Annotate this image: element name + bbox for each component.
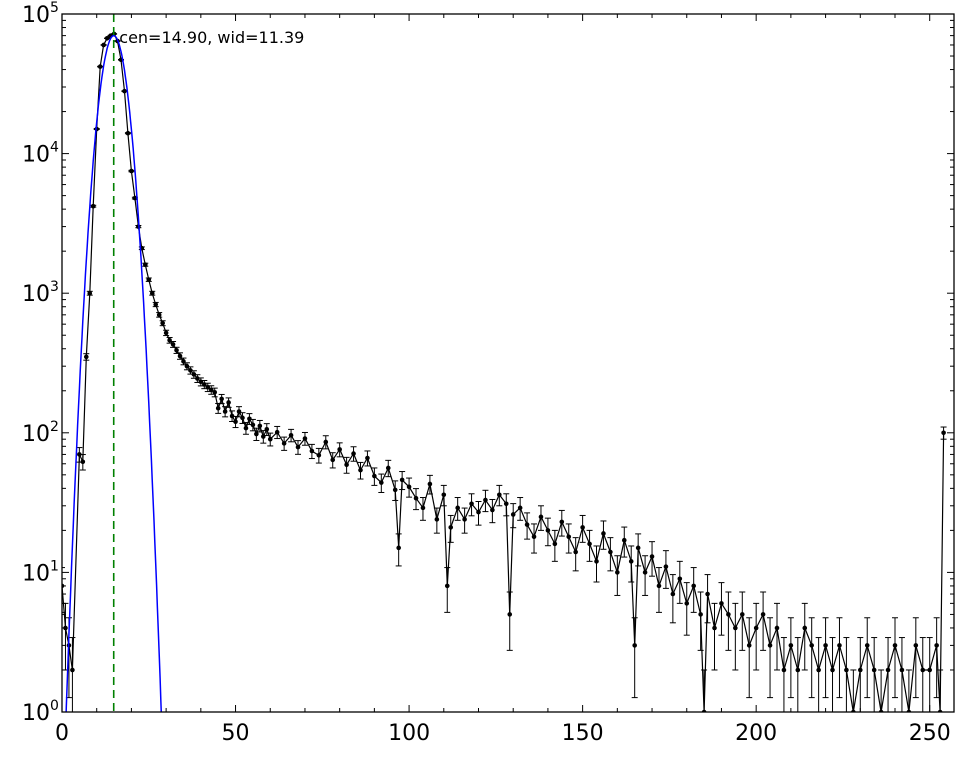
y-tick-label: 102 <box>22 419 59 447</box>
data-markers <box>62 31 946 712</box>
x-tick-label: 200 <box>735 721 777 746</box>
x-tick-label: 50 <box>222 721 250 746</box>
y-tick-label: 100 <box>22 698 59 726</box>
axis-tick-labels: 0 50 100 150 200 250 100 101 102 103 104 105 <box>22 0 951 746</box>
axis-ticks <box>61 13 954 713</box>
axes-frame <box>61 13 955 713</box>
y-tick-label: 104 <box>22 140 59 168</box>
annotation-text: cen=14.90, wid=11.39 <box>119 28 304 47</box>
x-tick-label: 100 <box>388 721 430 746</box>
x-tick-label: 0 <box>55 721 69 746</box>
x-tick-label: 250 <box>909 721 951 746</box>
x-tick-label: 150 <box>562 721 604 746</box>
y-tick-label: 101 <box>22 558 59 586</box>
y-tick-label: 103 <box>22 279 59 307</box>
y-tick-label: 105 <box>22 0 59 28</box>
error-bars <box>62 33 947 712</box>
gaussian-fit-curve <box>65 34 163 712</box>
